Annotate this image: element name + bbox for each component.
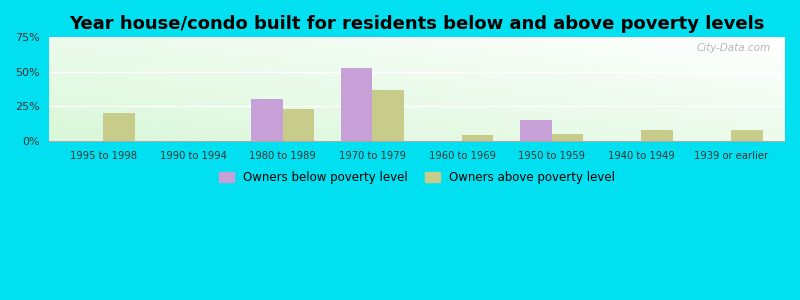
Bar — [520, 120, 552, 141]
Bar — [552, 134, 583, 141]
Bar — [642, 130, 673, 141]
Title: Year house/condo built for residents below and above poverty levels: Year house/condo built for residents bel… — [70, 15, 765, 33]
Bar — [462, 135, 494, 141]
Bar — [731, 130, 762, 141]
Bar — [282, 109, 314, 141]
Text: City-Data.com: City-Data.com — [696, 43, 770, 52]
Legend: Owners below poverty level, Owners above poverty level: Owners below poverty level, Owners above… — [214, 166, 620, 189]
Bar — [341, 68, 372, 141]
Bar — [251, 99, 282, 141]
Bar — [103, 113, 134, 141]
Bar — [372, 90, 404, 141]
